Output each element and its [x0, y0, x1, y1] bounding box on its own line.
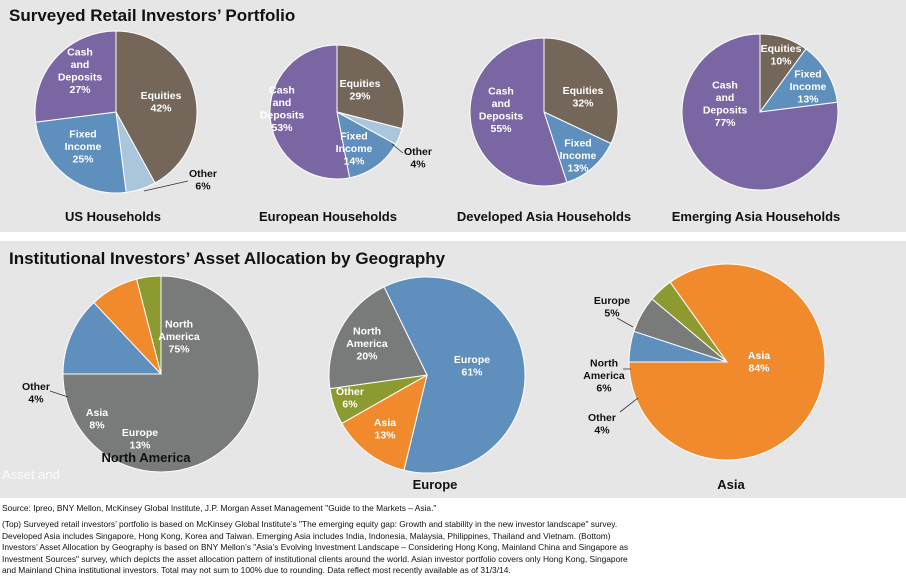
- chart-title-european-households: European Households: [259, 209, 397, 224]
- pie-slice-developed-asia-households-equities: [543, 37, 619, 145]
- data-label-emerging-asia-households-cash-and-deposits: Cash and Deposits 77%: [703, 79, 748, 129]
- data-label-emerging-asia-households-fixed-income: Fixed Income 13%: [790, 69, 827, 106]
- pie-slice-europe-europe: [383, 276, 526, 474]
- pie-slice-emerging-asia-households-fixed-income: [758, 48, 838, 113]
- chart-title-north-america: North America: [101, 450, 191, 465]
- data-label-europe-europe: Europe 61%: [454, 354, 490, 379]
- leader-line-asia-europe: [616, 317, 634, 328]
- footnote-line-4: Investment Sources" survey, which depict…: [2, 553, 628, 564]
- data-label-european-households-other: Other 4%: [404, 146, 432, 171]
- data-label-north-america-asia: Asia 8%: [86, 407, 108, 432]
- data-label-us-households-cash-and-deposits: Cash and Deposits 27%: [58, 46, 103, 96]
- chart-title-us-households: US Households: [65, 209, 161, 224]
- chart-title-emerging-asia-households: Emerging Asia Households: [672, 209, 841, 224]
- data-label-developed-asia-households-cash-and-deposits: Cash and Deposits 55%: [479, 85, 524, 135]
- pie-slice-us-households-cash-and-deposits: [34, 30, 117, 123]
- footnote-line-3: Investors’ Asset Allocation by Geography…: [2, 542, 629, 553]
- chart-title-developed-asia-households: Developed Asia Households: [457, 209, 631, 224]
- data-label-europe-asia: Asia 13%: [374, 417, 396, 442]
- data-label-european-households-cash-and-deposits: Cash and Deposits 53%: [260, 84, 305, 134]
- data-label-asia-europe: Europe 5%: [594, 295, 630, 320]
- pie-slice-us-households-equities: [115, 30, 198, 184]
- pie-slice-north-america-other: [136, 275, 162, 375]
- data-label-europe-other: Other 6%: [336, 386, 364, 411]
- pie-slice-developed-asia-households-cash-and-deposits: [469, 37, 568, 187]
- chart-title-asia: Asia: [717, 477, 745, 492]
- pie-charts: Equities 42% Other 6% Fixed Income 25% Cash and D…: [22, 30, 841, 492]
- pie-slice-us-households-fixed-income: [35, 111, 127, 194]
- pie-slice-europe-asia: [341, 373, 428, 471]
- watermark-text: Asset and: [2, 467, 60, 482]
- data-label-north-america-other: Other 4%: [22, 381, 50, 406]
- pie-slice-asia-europe: [628, 330, 728, 363]
- leader-line-us-households-other: [143, 180, 189, 192]
- footnote-line-1: (Top) Surveyed retail investors’ portfol…: [2, 519, 618, 530]
- retail-portfolio-title: Surveyed Retail Investors’ Portfolio: [9, 6, 296, 25]
- data-label-asia-north-america: North America 6%: [583, 358, 625, 395]
- data-label-north-america-europe: Europe 13%: [122, 427, 158, 452]
- data-label-developed-asia-households-equities: Equities 32%: [563, 85, 604, 110]
- pie-slice-north-america-europe: [62, 301, 163, 375]
- data-label-us-households-other: Other 6%: [189, 168, 217, 193]
- pie-slice-north-america-north-america: [62, 275, 260, 473]
- data-label-asia-asia: Asia 84%: [748, 350, 770, 375]
- source-note: Source: Ipreo, BNY Mellon, McKinsey Glob…: [2, 503, 437, 513]
- pie-slice-european-households-equities: [336, 44, 405, 130]
- footnote-line-5: and Mainland China institutional investo…: [2, 565, 511, 576]
- data-label-european-households-fixed-income: Fixed Income 14%: [336, 131, 373, 168]
- data-label-north-america-north-america: North America 75%: [158, 319, 200, 356]
- data-label-us-households-fixed-income: Fixed Income 25%: [65, 129, 102, 166]
- pie-slice-emerging-asia-households-cash-and-deposits: [681, 33, 839, 191]
- leader-line-north-america-other: [49, 390, 69, 398]
- institutional-allocation-title: Institutional Investors’ Asset Allocatio…: [9, 249, 446, 268]
- chart-title-europe: Europe: [413, 477, 458, 492]
- data-label-emerging-asia-households-equities: Equities 10%: [761, 43, 802, 68]
- data-label-asia-other: Other 4%: [588, 412, 616, 437]
- footnotes: Source: Ipreo, BNY Mellon, McKinsey Glob…: [2, 503, 902, 576]
- data-label-europe-north-america: North America 20%: [346, 326, 388, 363]
- pie-slice-european-households-fixed-income: [336, 111, 397, 179]
- data-label-developed-asia-households-fixed-income: Fixed Income 13%: [560, 138, 597, 175]
- footnote-line-2: Developed Asia includes Singapore, Hong …: [2, 530, 611, 541]
- data-label-european-households-equities: Equities 29%: [340, 78, 381, 103]
- pie-slice-developed-asia-households-fixed-income: [543, 111, 612, 184]
- data-label-us-households-equities: Equities 42%: [141, 90, 182, 115]
- pie-slice-europe-north-america: [328, 286, 428, 390]
- leader-line-asia-other: [619, 397, 639, 413]
- pie-slice-european-households-cash-and-deposits: [269, 44, 351, 180]
- leader-line-european-households-other: [391, 143, 404, 154]
